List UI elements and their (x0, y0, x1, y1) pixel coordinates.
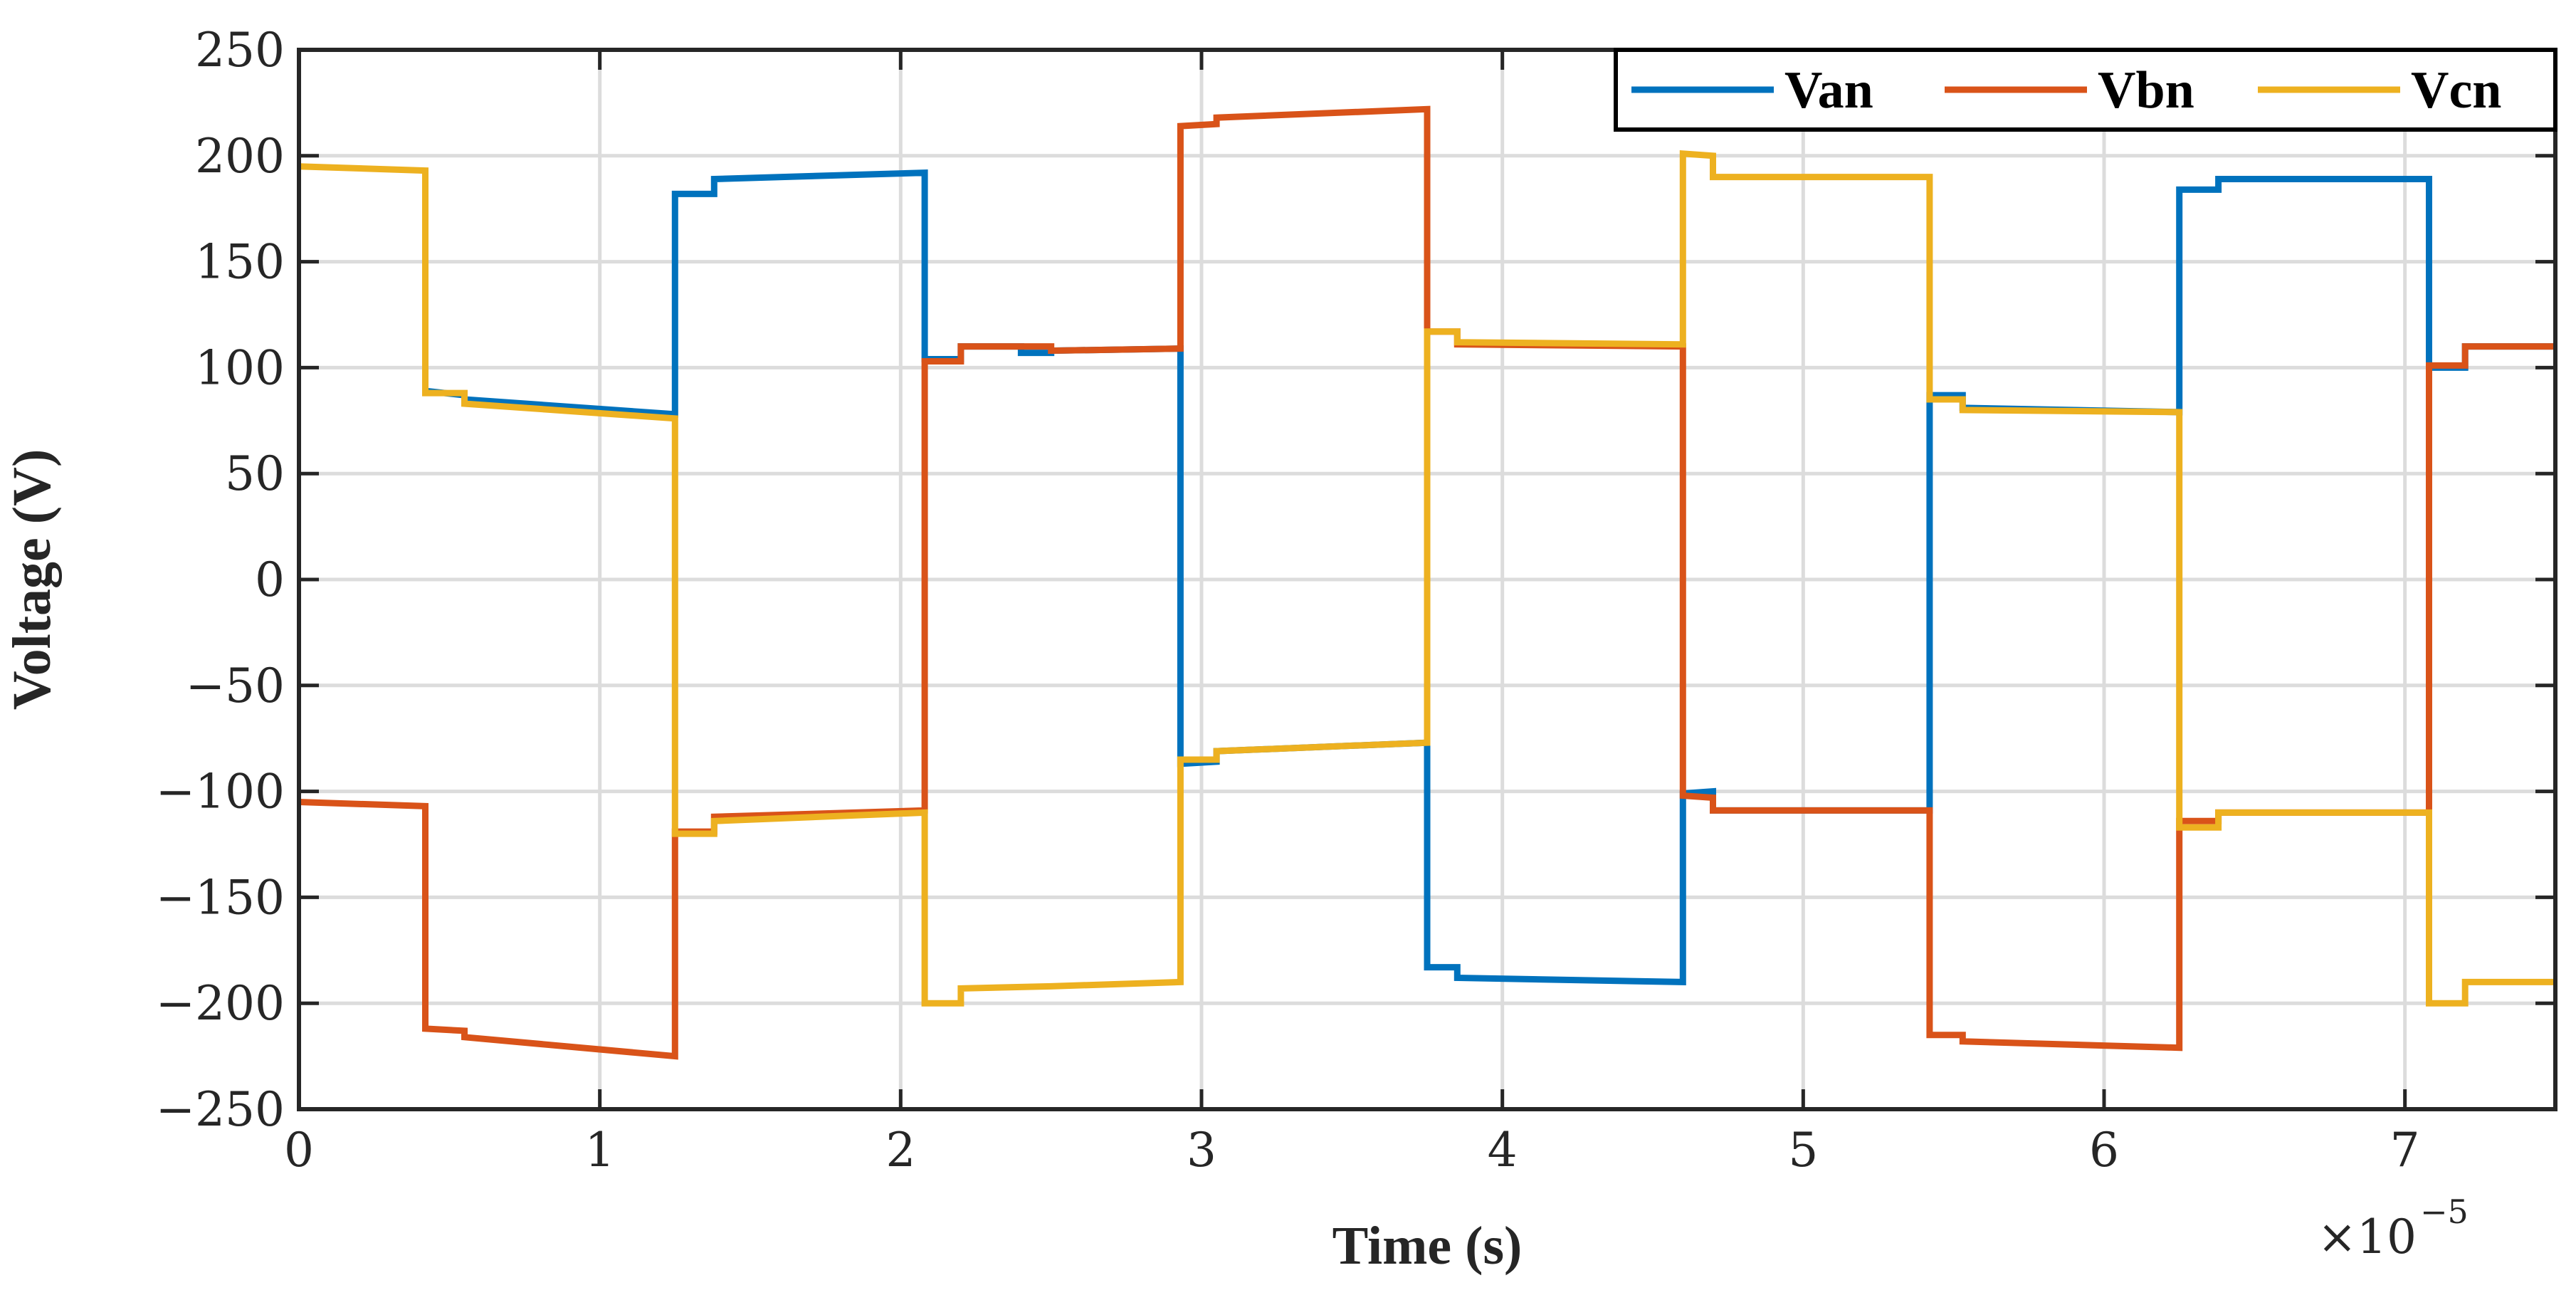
legend-label-vcn: Vcn (2411, 61, 2501, 120)
y-tick-label: 50 (225, 446, 285, 501)
y-tick-label: 0 (255, 552, 285, 607)
x-tick-label: 0 (284, 1123, 314, 1178)
x-tick-label: 4 (1488, 1123, 1518, 1178)
y-tick-label: −200 (156, 976, 285, 1031)
legend: Van Vbn Vcn (1614, 48, 2557, 132)
x-tick-label: 7 (2390, 1123, 2420, 1178)
tick-labels: 0 1 2 3 4 5 6 7 250 200 150 100 50 0 −50 −100 −150 −200 −2… (156, 23, 2420, 1178)
y-tick-label: −150 (156, 870, 285, 925)
y-tick-label: 150 (195, 235, 285, 290)
y-tick-label: 250 (195, 23, 285, 78)
series-lines (298, 105, 2555, 1060)
x-tick-label: 5 (1788, 1123, 1818, 1178)
x-multiplier-exponent: −5 (2420, 1192, 2469, 1231)
y-tick-label: 100 (195, 340, 285, 395)
legend-label-vbn: Vbn (2098, 61, 2194, 120)
x-multiplier-base: ×10 (2318, 1210, 2417, 1264)
x-tick-label: 3 (1187, 1123, 1216, 1178)
x-tick-label: 1 (585, 1123, 615, 1178)
y-tick-label: −100 (156, 765, 285, 819)
y-tick-label: −250 (156, 1082, 285, 1137)
x-tick-label: 6 (2089, 1123, 2119, 1178)
series-line-vcn (298, 150, 2555, 1007)
x-tick-label: 2 (885, 1123, 915, 1178)
y-axis-title: Voltage (V) (2, 449, 62, 711)
legend-label-van: Van (1784, 61, 1873, 120)
y-tick-label: −50 (186, 659, 285, 713)
y-tick-label: 200 (195, 129, 285, 184)
x-axis-title: Time (s) (1332, 1216, 1523, 1276)
x-axis-multiplier: ×10 −5 (2318, 1192, 2469, 1264)
series-line-van (425, 169, 2555, 985)
